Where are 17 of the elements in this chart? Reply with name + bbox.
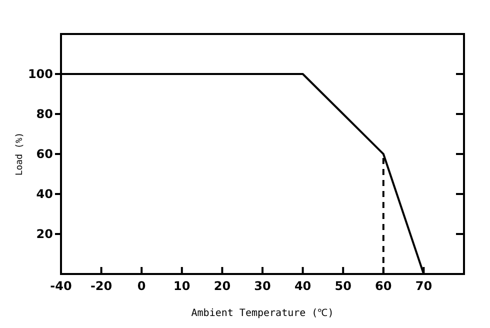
x-tick-label: 50 [334,279,352,293]
x-tick-label: -20 [90,279,112,293]
x-tick-label: 10 [174,279,190,293]
y-tick-label: 40 [36,187,53,202]
y-tick-label: 60 [36,147,53,162]
y-tick-label: 100 [28,67,53,82]
x-tick-label: 70 [415,279,432,293]
y-tick-label: 20 [36,227,53,242]
y-axis-title: Load (%) [15,132,25,176]
x-tick-label: -40 [50,279,72,293]
x-tick-label: 20 [214,279,231,293]
x-tick-label: 40 [294,279,312,293]
x-tick-label: 30 [254,279,271,293]
x-axis-title: Ambient Temperature (℃) [191,308,334,319]
x-tick-label: 0 [137,279,146,293]
y-tick-label: 80 [36,107,53,122]
x-tick-label: 60 [375,279,392,293]
